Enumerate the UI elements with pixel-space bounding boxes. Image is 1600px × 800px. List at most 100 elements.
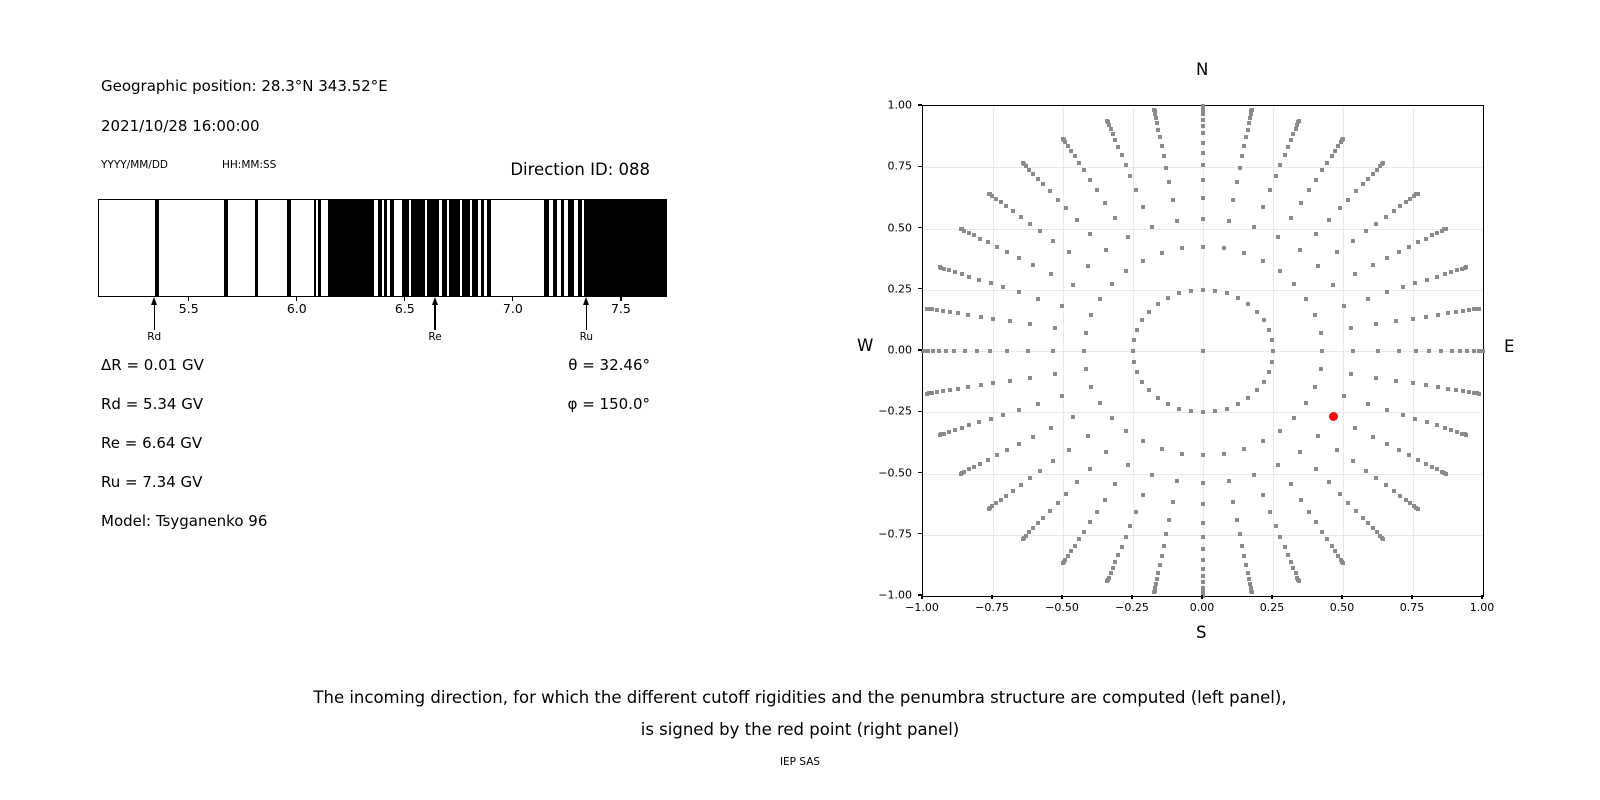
direction-dot: [1041, 182, 1046, 187]
direction-dot: [1385, 407, 1390, 412]
axis-tick: [188, 296, 190, 301]
direction-dot: [1238, 165, 1242, 170]
direction-dot: [1245, 127, 1250, 132]
direction-dot: [1394, 378, 1398, 383]
direction-dot: [1065, 554, 1070, 558]
direction-dot: [1047, 189, 1052, 194]
direction-dot: [978, 383, 983, 388]
direction-dot: [966, 467, 971, 472]
direction-dot: [978, 314, 983, 319]
direction-dot: [1064, 491, 1069, 496]
direction-dot: [1201, 520, 1205, 525]
direction-dot: [1445, 386, 1450, 391]
direction-dot: [956, 311, 961, 316]
direction-dot: [1227, 219, 1232, 224]
rd-value: Rd = 5.34 GV: [101, 395, 204, 413]
direction-dot: [1154, 582, 1158, 587]
direction-dot: [1288, 560, 1293, 565]
direction-dot: [966, 312, 971, 317]
direction-dot: [1123, 163, 1128, 168]
direction-dot: [1269, 338, 1274, 343]
direction-dot: [1401, 412, 1405, 417]
penumbra-forbidden-band: [318, 200, 321, 296]
re-value: Re = 6.64 GV: [101, 434, 203, 452]
direction-dot: [1201, 573, 1205, 578]
direction-dot: [1381, 536, 1385, 541]
direction-dot: [1449, 428, 1454, 433]
penumbra-forbidden-band: [486, 200, 491, 296]
direction-dot: [1282, 544, 1287, 549]
direction-dot: [1155, 576, 1160, 581]
cutoff-marker-arrow: [434, 304, 436, 330]
direction-dot: [1423, 383, 1428, 388]
direction-dot: [1435, 312, 1440, 317]
penumbra-forbidden-band: [328, 200, 374, 296]
direction-dot: [947, 388, 952, 393]
direction-dot: [1449, 269, 1454, 274]
x-axis-tick: [1201, 595, 1203, 599]
direction-dot: [1201, 580, 1205, 585]
direction-dot: [937, 432, 942, 437]
datetime-text: 2021/10/28 16:00:00: [101, 117, 260, 135]
direction-dot: [1088, 313, 1093, 318]
direction-dot: [1246, 121, 1251, 126]
direction-dot: [1242, 143, 1247, 148]
direction-dot: [1278, 534, 1283, 539]
direction-dot: [1246, 395, 1250, 400]
direction-dot: [1245, 570, 1250, 575]
y-axis-tick-label: 0.00: [887, 343, 913, 357]
direction-dot: [1201, 287, 1205, 292]
direction-dot: [1016, 290, 1021, 295]
direction-dot: [1413, 349, 1418, 353]
direction-dot: [1031, 171, 1036, 176]
direction-dot: [1104, 248, 1109, 253]
penumbra-forbidden-band: [568, 200, 574, 296]
direction-dot: [921, 349, 925, 353]
compass-west-label: W: [857, 336, 874, 355]
direction-dot: [1333, 148, 1338, 153]
direction-dot: [1341, 561, 1345, 566]
direction-dot: [1161, 543, 1166, 548]
direction-dot: [1415, 191, 1420, 196]
direction-dot: [1370, 434, 1375, 439]
direction-dot: [1088, 177, 1092, 182]
caption-line-2: is signed by the red point (right panel): [640, 720, 960, 739]
x-axis-tick: [1061, 595, 1063, 599]
direction-dot: [925, 306, 930, 311]
direction-dot: [1201, 124, 1205, 129]
x-axis-tick: [1481, 595, 1483, 599]
ru-value: Ru = 7.34 GV: [101, 473, 203, 491]
direction-dot: [1291, 131, 1296, 136]
direction-dot: [1083, 330, 1088, 335]
direction-dot: [1335, 447, 1340, 452]
direction-dot: [1291, 566, 1296, 571]
direction-dot: [1125, 235, 1130, 240]
direction-dot: [1081, 168, 1086, 173]
direction-dot: [1235, 517, 1239, 522]
direction-dot: [1201, 557, 1205, 562]
direction-dot: [991, 316, 996, 321]
direction-dot: [959, 425, 964, 430]
axis-tick-label: 7.0: [502, 301, 523, 316]
direction-dot: [1337, 206, 1342, 211]
direction-dot: [1249, 107, 1254, 112]
direction-dot: [1295, 122, 1300, 127]
direction-dot: [1065, 144, 1070, 148]
direction-dot: [1141, 493, 1146, 498]
direction-dot: [989, 194, 994, 198]
direction-dot: [1106, 122, 1111, 127]
direction-dot: [1352, 425, 1357, 430]
direction-dot: [1141, 204, 1146, 209]
penumbra-forbidden-band: [449, 200, 460, 296]
direction-dot: [1351, 349, 1356, 353]
direction-dot: [978, 236, 983, 241]
direction-dot: [1454, 388, 1459, 393]
y-axis-tick-label: −1.00: [878, 588, 912, 602]
direction-dot: [1075, 217, 1079, 222]
direction-dot: [1297, 248, 1302, 253]
direction-dot: [1370, 263, 1375, 268]
direction-dot: [1423, 461, 1428, 466]
direction-dot: [1052, 371, 1057, 376]
penumbra-forbidden-band: [254, 200, 259, 296]
direction-dot: [967, 274, 972, 279]
